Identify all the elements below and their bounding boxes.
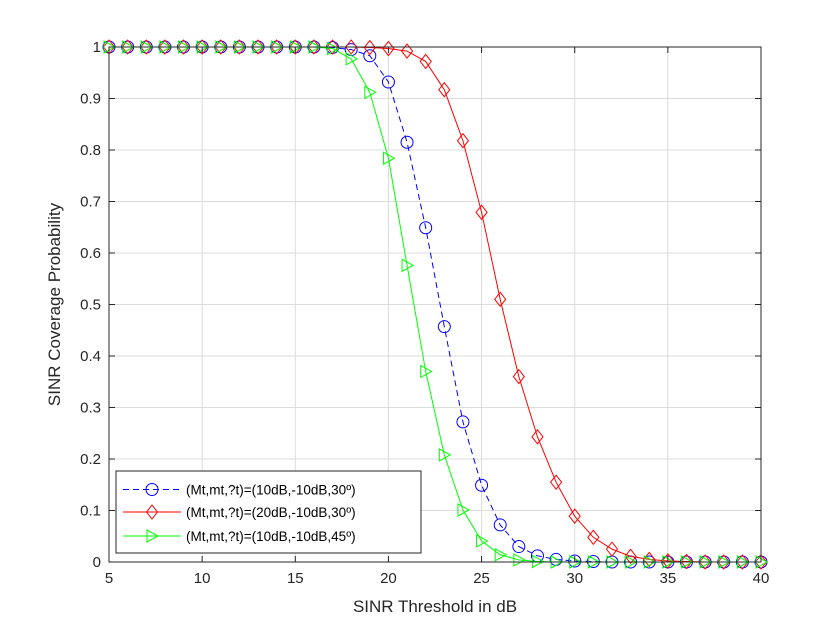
y-tick-label: 0.7 bbox=[80, 194, 101, 211]
series-2-marker bbox=[605, 541, 619, 557]
series-2-marker bbox=[624, 548, 637, 565]
series-2-marker bbox=[531, 429, 544, 445]
x-axis-label: SINR Threshold in dB bbox=[353, 597, 517, 616]
x-tick-label: 25 bbox=[473, 570, 490, 587]
y-tick-label: 0.6 bbox=[80, 245, 101, 262]
series-2-marker bbox=[717, 554, 730, 570]
series-2-marker bbox=[121, 39, 134, 55]
y-axis-label: SINR Coverage Probability bbox=[45, 202, 64, 406]
series-2-marker bbox=[549, 474, 563, 490]
series-2-marker bbox=[251, 39, 265, 55]
series-2-marker bbox=[289, 39, 302, 55]
y-tick-label: 0.8 bbox=[80, 142, 101, 159]
series-2-marker bbox=[736, 554, 749, 570]
legend-label-1: (Mt,mt,?t)=(10dB,-10dB,30º) bbox=[186, 483, 356, 498]
series-2-marker bbox=[363, 39, 376, 56]
series-1-marker bbox=[512, 540, 526, 554]
y-tick-label: 0.1 bbox=[80, 503, 101, 520]
series-1-marker bbox=[456, 415, 470, 429]
series-2-marker bbox=[140, 39, 153, 55]
y-tick-label: 0 bbox=[93, 554, 101, 571]
series-1-marker bbox=[568, 554, 582, 568]
x-tick-label: 10 bbox=[194, 570, 211, 587]
y-tick-label: 0.2 bbox=[80, 451, 101, 468]
y-tick-label: 0.5 bbox=[80, 297, 101, 314]
series-1-marker bbox=[475, 478, 489, 492]
legend-label-2: (Mt,mt,?t)=(20dB,-10dB,30º) bbox=[186, 505, 356, 520]
series-2-marker bbox=[158, 39, 172, 55]
y-tick-label: 1 bbox=[93, 39, 101, 56]
series-2-marker bbox=[233, 39, 246, 55]
legend-marker-1 bbox=[145, 483, 159, 496]
series-2-marker bbox=[326, 39, 339, 55]
series-2-marker bbox=[475, 204, 488, 221]
series-2-marker bbox=[270, 39, 283, 55]
legend-marker-2 bbox=[145, 504, 159, 520]
legend: (Mt,mt,?t)=(10dB,-10dB,30º) (Mt,mt,?t)=(2… bbox=[115, 470, 422, 554]
x-tick-label: 5 bbox=[105, 570, 113, 587]
series-2-marker bbox=[680, 553, 693, 570]
series-2-marker bbox=[698, 554, 712, 570]
series-2-marker bbox=[661, 553, 674, 569]
series-2-marker bbox=[512, 368, 525, 385]
series-3-marker bbox=[476, 534, 489, 548]
y-tick-label: 0.9 bbox=[80, 91, 101, 108]
series-2-marker bbox=[196, 39, 209, 55]
series-3-marker bbox=[327, 41, 340, 56]
series-1-marker bbox=[363, 49, 377, 63]
legend-box bbox=[115, 470, 422, 554]
series-2-marker bbox=[419, 53, 432, 70]
series-3-marker bbox=[531, 554, 545, 569]
y-tick-label: 0.4 bbox=[80, 348, 101, 365]
series-1-marker bbox=[437, 320, 451, 334]
series-2-marker bbox=[568, 508, 581, 524]
series-2-marker bbox=[494, 291, 507, 308]
series-2-marker bbox=[214, 39, 227, 55]
series-2-marker bbox=[754, 554, 768, 570]
series-3-marker bbox=[420, 364, 433, 379]
x-tick-label: 30 bbox=[566, 570, 583, 587]
series-1-marker bbox=[381, 75, 395, 89]
x-tick-label: 15 bbox=[287, 570, 304, 587]
series-3-marker bbox=[494, 547, 508, 562]
series-2-marker bbox=[307, 39, 321, 55]
axis-ticks: 5 10 15 20 25 30 35 40 0 0.1 0.2 0.3 0.4 0.5 0.6 0.7 0.8… bbox=[80, 39, 769, 587]
series-1-marker bbox=[400, 135, 414, 149]
series-1-line bbox=[109, 46, 761, 563]
series-1-marker bbox=[419, 221, 433, 235]
series-3-marker bbox=[345, 52, 359, 66]
series-2-marker bbox=[587, 529, 600, 546]
series-2-marker bbox=[456, 132, 470, 149]
x-tick-label: 20 bbox=[380, 570, 397, 587]
series-2-marker bbox=[400, 43, 414, 59]
legend-label-3: (Mt,mt,?t)=(10dB,-10dB,45º) bbox=[186, 529, 356, 544]
series-2-marker bbox=[438, 81, 451, 98]
x-tick-label: 40 bbox=[753, 570, 770, 587]
series-2-marker bbox=[177, 39, 190, 55]
y-tick-label: 0.3 bbox=[80, 400, 101, 417]
x-tick-label: 35 bbox=[660, 570, 677, 587]
series-3-marker bbox=[382, 151, 396, 166]
series-3-marker bbox=[401, 258, 415, 273]
series-1-marker bbox=[493, 518, 507, 532]
series-3-marker bbox=[513, 553, 526, 567]
series-3-marker bbox=[457, 503, 470, 517]
series-3-marker bbox=[438, 448, 452, 462]
series-3-marker bbox=[364, 85, 377, 100]
series-2-marker bbox=[382, 40, 395, 57]
legend-marker-3 bbox=[146, 529, 160, 543]
series-2-marker bbox=[345, 39, 358, 55]
